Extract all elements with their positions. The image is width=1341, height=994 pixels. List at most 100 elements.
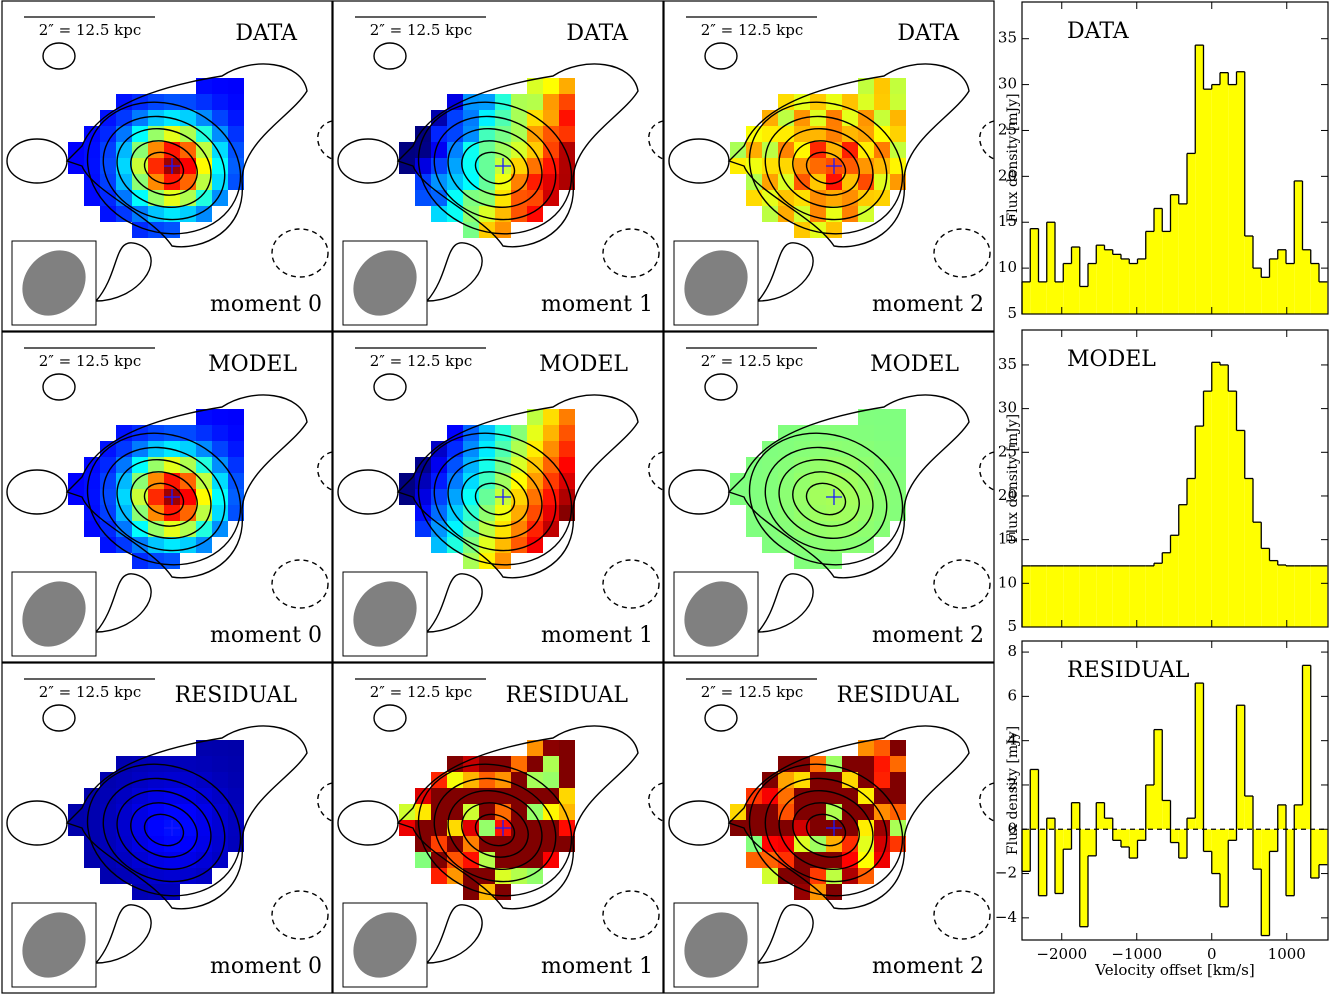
map-pixel bbox=[132, 94, 148, 110]
map-pixel bbox=[228, 158, 244, 174]
map-pixel bbox=[447, 473, 463, 489]
map-pixel bbox=[212, 804, 228, 820]
map-pixel bbox=[116, 489, 132, 505]
map-pixel bbox=[778, 868, 794, 884]
contour bbox=[373, 42, 407, 70]
bar bbox=[1302, 665, 1311, 830]
map-pixel bbox=[479, 772, 495, 788]
map-pixel bbox=[116, 852, 132, 868]
map-pixel bbox=[762, 820, 778, 836]
map-pixel bbox=[890, 78, 906, 94]
map-pixel bbox=[164, 884, 180, 900]
map-pixel bbox=[810, 110, 826, 126]
map-pixel bbox=[212, 772, 228, 788]
moment-label: moment 1 bbox=[541, 954, 653, 979]
map-pixel bbox=[415, 190, 431, 206]
negative-contour bbox=[933, 228, 991, 278]
bar bbox=[1038, 829, 1047, 896]
map-pixel bbox=[746, 852, 762, 868]
map-pixel bbox=[559, 110, 575, 126]
map-pixel bbox=[228, 425, 244, 441]
map-pixel bbox=[479, 441, 495, 457]
bar bbox=[1286, 565, 1295, 627]
map-pixel bbox=[874, 740, 890, 756]
map-pixel bbox=[746, 820, 762, 836]
y-tick-label: 10 bbox=[998, 573, 1017, 591]
bar bbox=[1253, 522, 1262, 627]
map-pixel bbox=[543, 457, 559, 473]
map-pixel bbox=[212, 190, 228, 206]
center-cross bbox=[495, 489, 511, 505]
map-pixel bbox=[890, 110, 906, 126]
scale-bar-label: 2″ = 12.5 kpc bbox=[39, 352, 142, 370]
map-pixel bbox=[431, 142, 447, 158]
map-pixel bbox=[826, 425, 842, 441]
map-pixel bbox=[559, 409, 575, 425]
map-pixel bbox=[527, 425, 543, 441]
map-pixel bbox=[543, 110, 559, 126]
contour bbox=[778, 458, 874, 540]
map-pixel bbox=[415, 473, 431, 489]
map-panel: 2″ = 12.5 kpc RESIDUAL moment 2 bbox=[663, 662, 995, 994]
map-pixel bbox=[212, 174, 228, 190]
y-tick-label: 10 bbox=[998, 258, 1017, 276]
map-pixel bbox=[559, 804, 575, 820]
contour bbox=[461, 802, 529, 858]
center-cross bbox=[826, 820, 842, 836]
map-pixel bbox=[527, 94, 543, 110]
map-pixel bbox=[164, 868, 180, 884]
scale-bar-label: 2″ = 12.5 kpc bbox=[39, 683, 142, 701]
map-pixel bbox=[164, 126, 180, 142]
map-pixel bbox=[164, 521, 180, 537]
map-pixel bbox=[543, 489, 559, 505]
map-pixel bbox=[511, 94, 527, 110]
map-pixel bbox=[762, 489, 778, 505]
map-pixel bbox=[858, 206, 874, 222]
map-pixel bbox=[479, 110, 495, 126]
map-pixel bbox=[858, 94, 874, 110]
map-pixel bbox=[495, 206, 511, 222]
y-tick-label: 2 bbox=[1007, 775, 1017, 793]
contour bbox=[130, 471, 198, 527]
map-pixel bbox=[68, 142, 84, 158]
bar bbox=[1129, 829, 1138, 859]
bar bbox=[1104, 565, 1113, 627]
bar bbox=[1055, 829, 1064, 894]
map-pixel bbox=[228, 457, 244, 473]
bar bbox=[1261, 277, 1270, 314]
map-pixel bbox=[826, 756, 842, 772]
map-pixel bbox=[212, 441, 228, 457]
map-pixel bbox=[447, 868, 463, 884]
contour bbox=[764, 777, 888, 883]
map-pixel bbox=[415, 852, 431, 868]
map-pixel bbox=[527, 473, 543, 489]
bar bbox=[1096, 245, 1105, 314]
bar bbox=[1088, 829, 1097, 856]
map-pixel bbox=[100, 537, 116, 553]
negative-contour bbox=[602, 559, 660, 609]
map-pixel bbox=[132, 425, 148, 441]
map-pixel bbox=[228, 94, 244, 110]
map-pixel bbox=[890, 473, 906, 489]
map-pixel bbox=[874, 804, 890, 820]
map-pixel bbox=[543, 740, 559, 756]
map-pixel bbox=[84, 820, 100, 836]
map-pixel bbox=[116, 820, 132, 836]
negative-contour bbox=[933, 559, 991, 609]
map-pixel bbox=[463, 158, 479, 174]
map-pixel bbox=[132, 158, 148, 174]
bar bbox=[1294, 804, 1303, 830]
bar bbox=[1088, 565, 1097, 627]
map-pixel bbox=[874, 441, 890, 457]
map-pixel bbox=[778, 142, 794, 158]
row-label: MODEL bbox=[870, 352, 959, 377]
map-pixel bbox=[778, 441, 794, 457]
map-pixel bbox=[212, 473, 228, 489]
map-pixel bbox=[228, 788, 244, 804]
map-pixel bbox=[874, 473, 890, 489]
map-pixel bbox=[527, 756, 543, 772]
map-pixel bbox=[826, 788, 842, 804]
map-pixel bbox=[228, 409, 244, 425]
negative-contour bbox=[602, 228, 660, 278]
map-pixel bbox=[543, 126, 559, 142]
